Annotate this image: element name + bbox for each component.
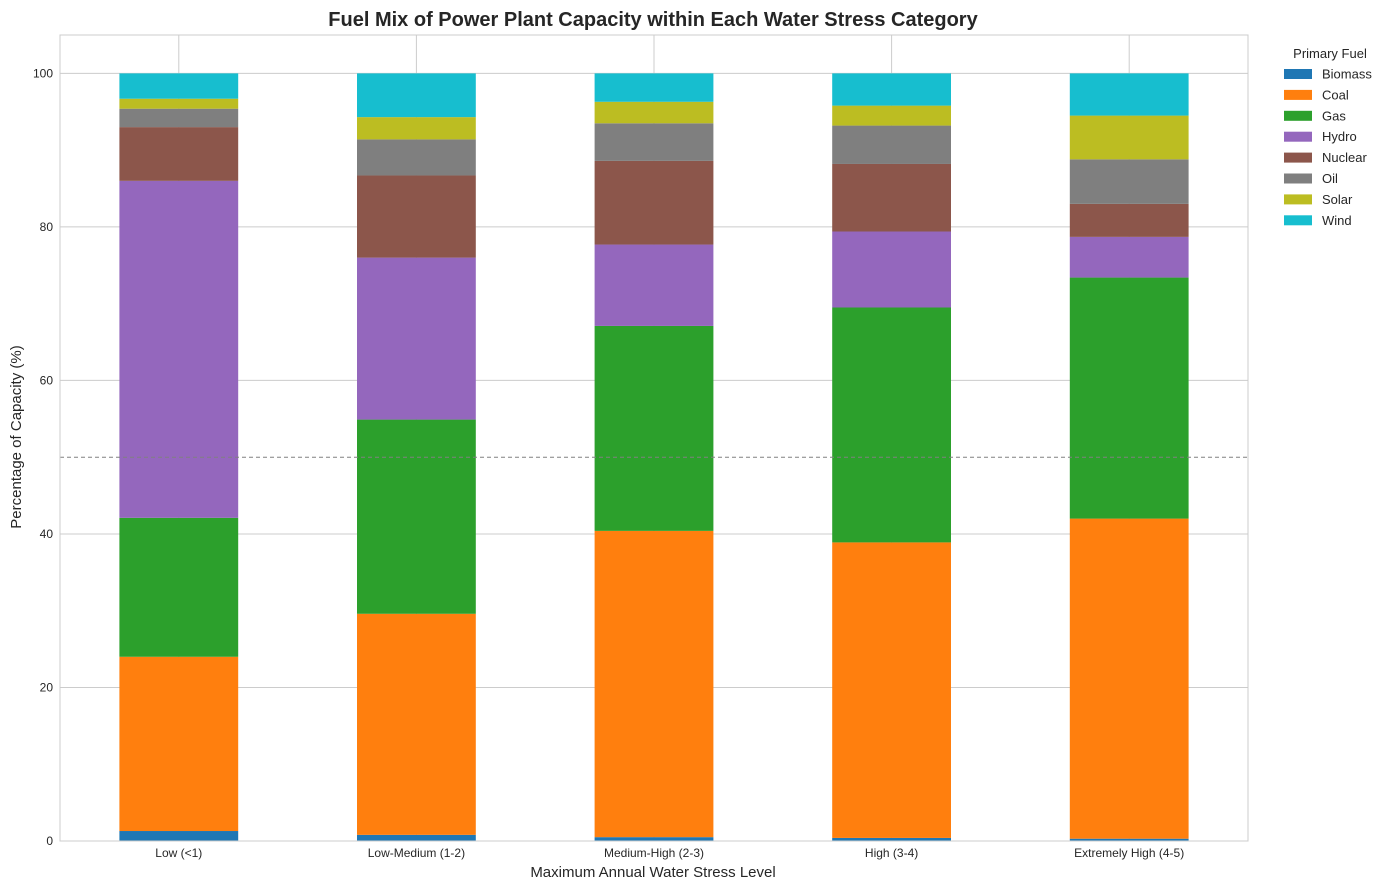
bar-segment-solar xyxy=(594,101,714,124)
bar-segment-biomass xyxy=(832,837,951,841)
x-tick-label: High (3-4) xyxy=(865,846,918,860)
bar-segment-oil xyxy=(1069,159,1189,204)
bar-segment-biomass xyxy=(1069,838,1189,841)
y-tick-label: 40 xyxy=(40,527,54,541)
y-tick-label: 20 xyxy=(40,680,54,694)
y-tick-label: 60 xyxy=(40,373,54,387)
x-tick-label: Extremely High (4-5) xyxy=(1074,846,1184,860)
legend-label-nuclear: Nuclear xyxy=(1322,150,1367,165)
bar-segment-oil xyxy=(594,123,714,161)
legend-swatch-oil xyxy=(1284,173,1312,184)
bar-segment-nuclear xyxy=(357,175,476,258)
legend-label-wind: Wind xyxy=(1322,213,1352,228)
bar-segment-oil xyxy=(119,108,239,128)
bar-segment-coal xyxy=(832,542,951,838)
bar-segment-biomass xyxy=(119,831,239,841)
bar-segment-gas xyxy=(594,325,714,531)
chart-title: Fuel Mix of Power Plant Capacity within … xyxy=(328,9,978,31)
bar-segment-nuclear xyxy=(1069,203,1189,237)
bar-segment-solar xyxy=(832,105,951,126)
plot-area xyxy=(59,34,1249,842)
legend-label-hydro: Hydro xyxy=(1322,129,1357,144)
bar-segment-nuclear xyxy=(119,127,239,181)
bar-segment-coal xyxy=(119,656,239,832)
bar-segment-wind xyxy=(832,73,951,106)
bar-segment-nuclear xyxy=(594,160,714,245)
bar-segment-solar xyxy=(119,98,239,109)
plot-frame xyxy=(59,34,1249,842)
bar-segment-oil xyxy=(357,139,476,176)
bar-segment-coal xyxy=(357,613,476,835)
bar-segment-nuclear xyxy=(832,163,951,232)
bar-segment-hydro xyxy=(832,231,951,308)
y-tick-label: 100 xyxy=(33,66,53,80)
bar-segment-gas xyxy=(357,419,476,614)
bar-segment-coal xyxy=(1069,518,1189,839)
legend-label-oil: Oil xyxy=(1322,171,1338,186)
legend-swatch-biomass xyxy=(1284,69,1312,79)
bar-segment-hydro xyxy=(594,244,714,326)
legend-swatch-nuclear xyxy=(1284,152,1312,163)
bar-segment-gas xyxy=(1069,277,1189,519)
y-axis: 0 20 40 60 80 100 xyxy=(33,66,53,848)
bar-segment-biomass xyxy=(594,837,714,841)
bar-segment-coal xyxy=(594,530,714,838)
legend-swatch-gas xyxy=(1284,110,1312,121)
x-axis-label: Maximum Annual Water Stress Level xyxy=(530,864,775,881)
bar-segment-wind xyxy=(1069,73,1189,116)
bar-segment-gas xyxy=(832,307,951,543)
x-tick-label: Low-Medium (1-2) xyxy=(368,846,465,860)
x-tick-label: Low (<1) xyxy=(155,846,202,860)
bar-segment-wind xyxy=(119,73,239,99)
bar-segment-hydro xyxy=(1069,236,1189,278)
legend-swatch-hydro xyxy=(1284,131,1312,142)
bar-segment-wind xyxy=(357,73,476,118)
legend-label-coal: Coal xyxy=(1322,87,1349,102)
y-axis-label: Percentage of Capacity (%) xyxy=(8,345,25,528)
legend-swatch-wind xyxy=(1284,215,1312,226)
legend-swatch-solar xyxy=(1284,194,1312,205)
x-tick-label: Medium-High (2-3) xyxy=(604,846,704,860)
bar-segment-solar xyxy=(1069,115,1189,160)
legend-title: Primary Fuel xyxy=(1293,46,1367,61)
x-axis: Low (<1) Low-Medium (1-2) Medium-High (2-3… xyxy=(155,846,1184,860)
bar-segment-solar xyxy=(357,117,476,140)
legend-label-solar: Solar xyxy=(1322,192,1353,207)
legend: Primary Fuel Biomass Coal Gas Hydro Nuclear O… xyxy=(1284,46,1372,228)
y-tick-label: 0 xyxy=(46,834,53,848)
bar-segment-hydro xyxy=(119,180,239,518)
y-tick-label: 80 xyxy=(40,220,54,234)
bar-segment-hydro xyxy=(357,257,476,420)
legend-label-biomass: Biomass xyxy=(1322,67,1372,82)
bar-segment-oil xyxy=(832,125,951,164)
bar-segment-wind xyxy=(594,73,714,102)
bar-segment-biomass xyxy=(357,834,476,841)
legend-label-gas: Gas xyxy=(1322,108,1346,123)
legend-swatch-coal xyxy=(1284,89,1312,100)
bar-segment-gas xyxy=(119,517,239,657)
